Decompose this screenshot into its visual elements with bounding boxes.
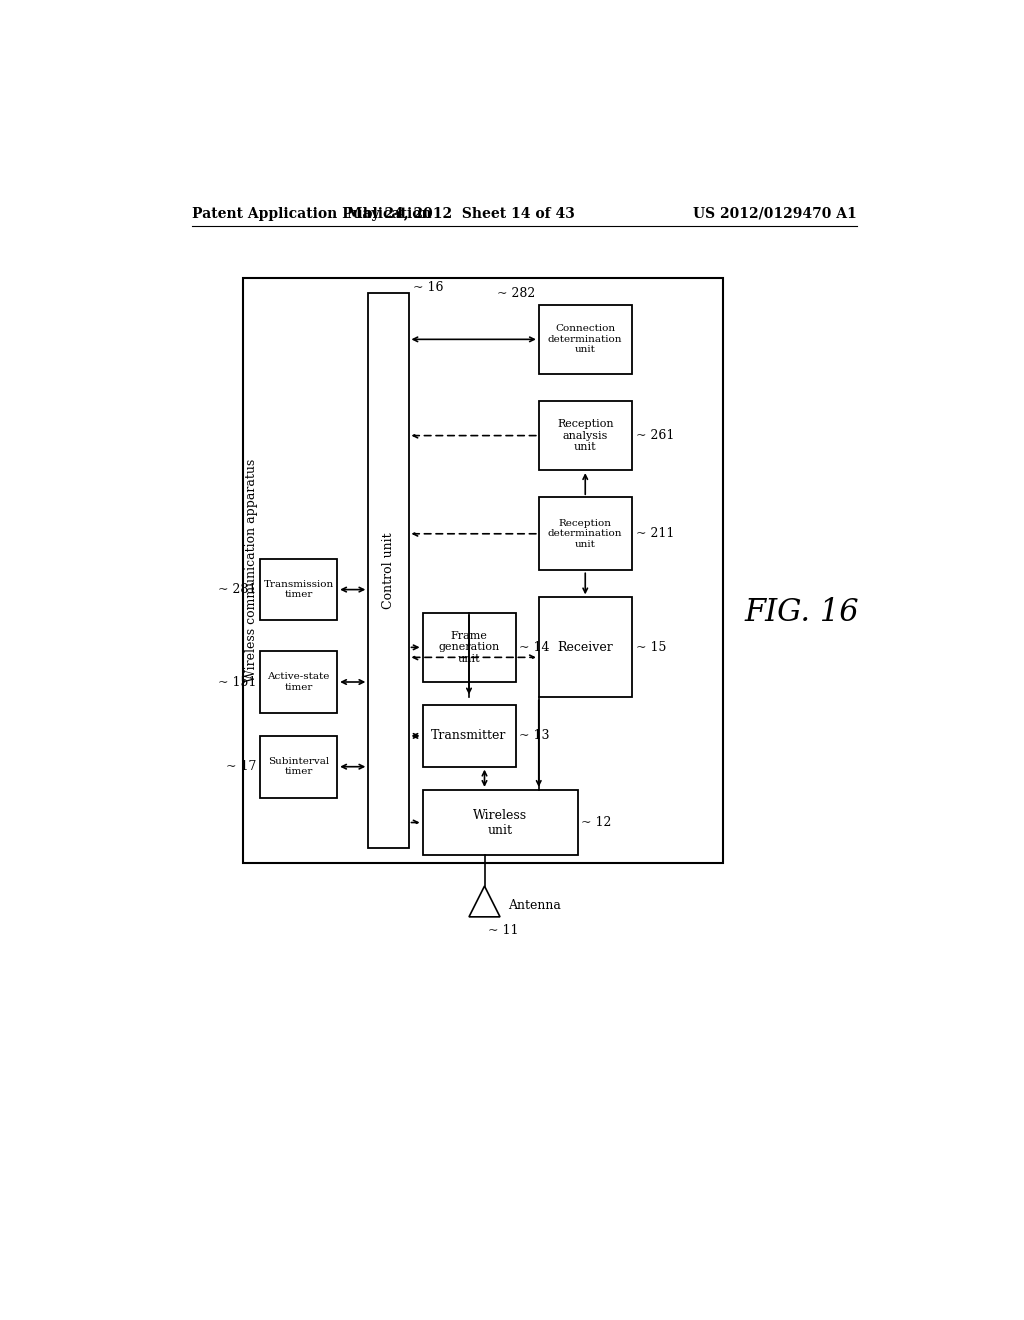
Bar (423, 612, 515, 682)
Bar (260, 737, 337, 797)
Bar (260, 558, 337, 620)
Text: ~ 151: ~ 151 (217, 676, 256, 689)
Text: ~ 17: ~ 17 (225, 760, 256, 774)
Text: FIG. 16: FIG. 16 (744, 597, 859, 628)
Bar (369, 293, 409, 847)
Text: ~ 15: ~ 15 (636, 640, 666, 653)
Text: ~ 211: ~ 211 (636, 527, 674, 540)
Text: Connection
determination
unit: Connection determination unit (548, 325, 623, 354)
Text: ~ 261: ~ 261 (636, 429, 674, 442)
Text: Antenna: Antenna (508, 899, 560, 912)
Text: ~ 12: ~ 12 (582, 816, 611, 829)
Bar (423, 789, 578, 855)
Text: Reception
analysis
unit: Reception analysis unit (557, 418, 613, 453)
Text: ~ 282: ~ 282 (497, 286, 535, 300)
Text: ~ 281: ~ 281 (217, 583, 256, 597)
Text: Active-state
timer: Active-state timer (267, 672, 330, 692)
Text: Transmitter: Transmitter (431, 730, 507, 742)
Text: Transmission
timer: Transmission timer (263, 579, 334, 599)
Bar (243, 277, 723, 863)
Bar (539, 401, 632, 470)
Bar (423, 705, 515, 767)
Bar (539, 498, 632, 570)
Text: Reception
determination
unit: Reception determination unit (548, 519, 623, 549)
Bar (539, 305, 632, 374)
Text: May 24, 2012  Sheet 14 of 43: May 24, 2012 Sheet 14 of 43 (347, 207, 575, 220)
Text: ~ 11: ~ 11 (488, 924, 519, 937)
Text: Frame
generation
unit: Frame generation unit (438, 631, 500, 664)
Text: Patent Application Publication: Patent Application Publication (191, 207, 431, 220)
Bar (539, 597, 632, 697)
Text: ~ 16: ~ 16 (414, 281, 443, 294)
Text: ~ 14: ~ 14 (519, 640, 550, 653)
Text: Receiver: Receiver (557, 640, 613, 653)
Text: Control unit: Control unit (382, 532, 395, 609)
Text: Subinterval
timer: Subinterval timer (268, 756, 329, 776)
Text: US 2012/0129470 A1: US 2012/0129470 A1 (693, 207, 856, 220)
Text: Wireless
unit: Wireless unit (473, 809, 527, 837)
Text: Wireless communication apparatus: Wireless communication apparatus (246, 459, 258, 682)
Text: ~ 13: ~ 13 (519, 730, 550, 742)
Bar (260, 651, 337, 713)
